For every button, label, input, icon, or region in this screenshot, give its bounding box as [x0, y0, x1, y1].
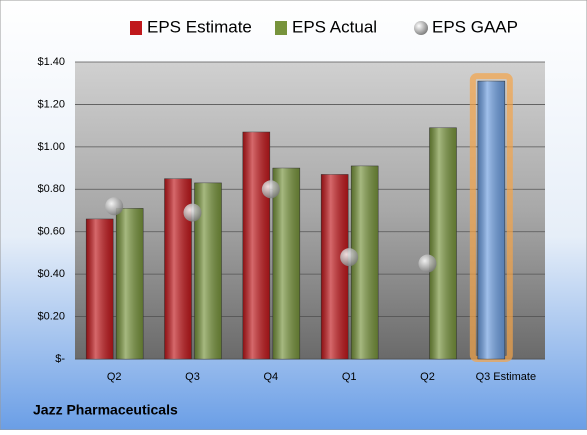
y-tick-label: $1.20 [37, 98, 65, 110]
bar-shine [242, 132, 270, 359]
legend-marker [414, 21, 428, 35]
gaap-marker [183, 203, 202, 222]
bar-shine [321, 174, 349, 359]
legend-label: EPS Estimate [147, 17, 252, 36]
chart-title: Jazz Pharmaceuticals [33, 402, 178, 418]
bar-shine [86, 218, 114, 359]
y-tick-label: $1.00 [37, 141, 65, 153]
x-tick-label: Q4 [263, 371, 278, 383]
bar-shine [429, 127, 457, 359]
x-tick-label: Q2 [107, 371, 122, 383]
gaap-marker [105, 197, 124, 216]
legend-label: EPS GAAP [432, 17, 518, 36]
legend-label: EPS Actual [292, 17, 377, 36]
x-tick-label: Q3 Estimate [476, 371, 537, 383]
gaap-marker [261, 180, 280, 199]
x-tick-label: Q2 [420, 371, 435, 383]
gaap-marker [418, 254, 437, 273]
y-tick-label: $0.20 [37, 310, 65, 322]
y-tick-label: $0.80 [37, 183, 65, 195]
y-tick-label: $0.40 [37, 268, 65, 280]
x-tick-label: Q3 [185, 371, 200, 383]
x-tick-label: Q1 [342, 371, 357, 383]
legend-swatch [130, 21, 142, 35]
bar-shine [272, 168, 300, 359]
bar-shine [477, 81, 505, 359]
bar-shine [116, 208, 144, 359]
plot-area [75, 62, 545, 359]
legend-swatch [275, 21, 287, 35]
y-tick-label: $0.60 [37, 226, 65, 238]
gaap-marker [340, 248, 359, 267]
y-tick-label: $1.40 [37, 56, 65, 68]
y-tick-label: $- [55, 353, 65, 365]
